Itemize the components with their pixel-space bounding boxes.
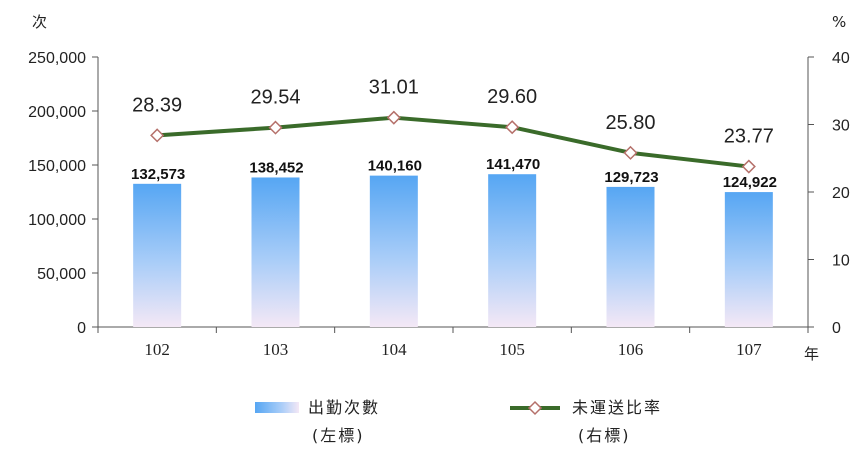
bar [488, 174, 537, 327]
legend-bar-sub: (左標) [312, 426, 365, 445]
line-value-label: 28.39 [132, 94, 182, 116]
right-tick-label: 40 [832, 50, 850, 67]
legend-line-marker [527, 400, 543, 416]
line-value-label: 29.60 [487, 86, 537, 108]
x-tick-label: 107 [736, 340, 762, 359]
x-tick-label: 104 [381, 340, 407, 359]
line-value-label: 25.80 [605, 112, 655, 134]
x-tick-label: 103 [263, 340, 289, 359]
bar-value-label: 141,470 [486, 156, 540, 173]
left-axis-unit: 次 [32, 13, 47, 31]
legend-bar-swatch [255, 402, 299, 413]
left-tick-label: 50,000 [37, 266, 86, 283]
line-point-marker [268, 120, 283, 135]
legend-line-name: 未運送比率 [572, 398, 662, 417]
line-point-marker [623, 145, 638, 160]
left-tick-label: 0 [77, 320, 86, 337]
bar [251, 177, 300, 327]
x-tick-label: 102 [144, 340, 170, 359]
bar-value-label: 138,452 [249, 159, 303, 176]
x-tick-label: 105 [499, 340, 525, 359]
line-point-marker [741, 159, 756, 174]
line-value-label: 31.01 [369, 77, 419, 99]
legend-line-sub: (右標) [578, 426, 631, 445]
left-tick-label: 150,000 [28, 158, 86, 175]
left-tick-label: 250,000 [28, 50, 86, 67]
bar [606, 186, 655, 327]
bar [724, 192, 773, 327]
right-tick-label: 0 [832, 320, 841, 337]
legend-bar-name: 出勤次數 [308, 398, 380, 417]
bar-value-label: 140,160 [368, 158, 422, 175]
left-tick-label: 200,000 [28, 104, 86, 121]
bar [369, 175, 418, 327]
right-tick-label: 30 [832, 118, 850, 135]
line-point-marker [150, 128, 165, 143]
legend: 出勤次數 (左標) 未運送比率 (右標) [255, 398, 662, 445]
bar-value-label: 129,723 [604, 169, 658, 186]
right-tick-label: 10 [832, 253, 850, 270]
right-tick-label: 20 [832, 185, 850, 202]
bar-value-label: 124,922 [723, 174, 777, 191]
right-axis-unit: % [832, 13, 846, 31]
line-value-label: 29.54 [250, 87, 300, 109]
bar-value-label: 132,573 [131, 166, 185, 183]
line-point-marker [505, 120, 520, 135]
bar [133, 183, 182, 327]
line-series [157, 115, 750, 169]
line-point-marker [386, 110, 401, 125]
line-value-label: 23.77 [724, 126, 774, 148]
x-axis-unit: 年 [804, 345, 819, 363]
x-tick-label: 106 [618, 340, 644, 359]
left-tick-label: 100,000 [28, 212, 86, 229]
